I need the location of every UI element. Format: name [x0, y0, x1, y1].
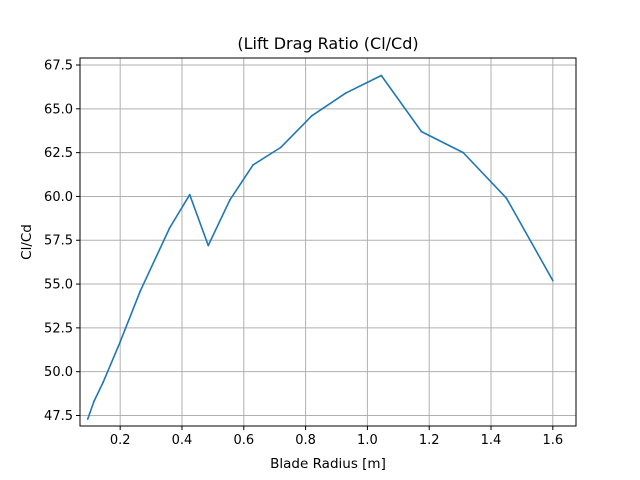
x-tick-label: 0.6	[233, 433, 254, 448]
y-tick-label: 57.5	[44, 234, 73, 249]
y-tick-label: 55.0	[44, 278, 73, 293]
plot-frame	[79, 57, 577, 427]
x-tick-label: 1.6	[542, 433, 563, 448]
data-point	[119, 340, 122, 343]
x-axis-label: Blade Radius [m]	[270, 456, 386, 472]
y-tick-label: 62.5	[44, 146, 73, 161]
data-point	[420, 130, 423, 133]
chart-title: (Lift Drag Ratio (Cl/Cd)	[237, 34, 418, 53]
data-point	[310, 114, 313, 117]
y-tick-label: 67.5	[44, 59, 73, 74]
data-point	[139, 290, 142, 292]
x-tick-label: 0.8	[295, 433, 316, 448]
data-point	[102, 381, 105, 384]
data-point	[344, 92, 347, 94]
y-tick-label: 60.0	[44, 190, 73, 205]
y-tick-label: 52.5	[44, 321, 73, 336]
x-tick-label: 0.2	[110, 433, 131, 448]
data-point	[380, 74, 383, 77]
y-tick-label: 50.0	[44, 365, 73, 380]
y-tick-label: 65.0	[44, 102, 73, 117]
x-tick-label: 1.0	[357, 433, 378, 448]
tick-layer: 0.2 0.4 0.6 0.8 1.0 1.2 1.4 1.6 47.5 50.0 52.5 55.0…	[44, 59, 563, 448]
y-axis-label: Cl/Cd	[19, 224, 35, 260]
data-point	[207, 244, 210, 247]
series-line	[86, 74, 554, 420]
data-point	[188, 193, 191, 196]
series-layer	[86, 74, 554, 420]
data-point	[505, 197, 508, 200]
data-point	[462, 151, 465, 154]
data-point	[551, 279, 554, 282]
data-point	[228, 199, 231, 201]
x-tick-label: 0.4	[172, 433, 193, 448]
x-tick-label: 1.4	[481, 433, 502, 448]
x-tick-label: 1.2	[419, 433, 440, 448]
data-point	[93, 400, 95, 403]
data-point	[252, 163, 254, 166]
data-point	[279, 146, 282, 149]
data-point	[86, 418, 89, 420]
data-point	[168, 227, 171, 229]
y-tick-label: 47.5	[44, 409, 73, 424]
grid-layer	[80, 58, 576, 426]
